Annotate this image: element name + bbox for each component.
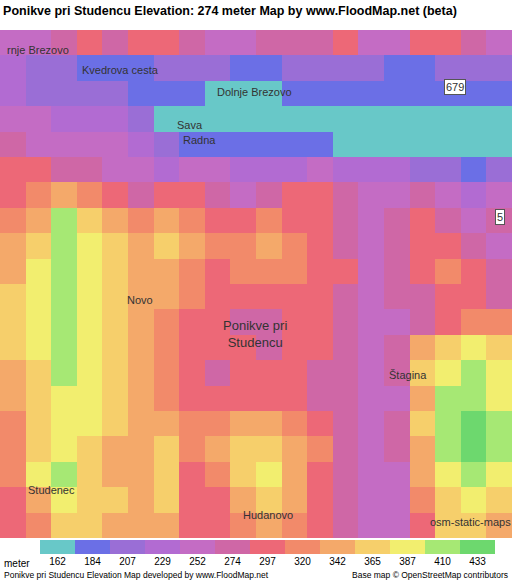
svg-text:207: 207 bbox=[119, 556, 136, 567]
svg-text:229: 229 bbox=[154, 556, 171, 567]
svg-text:meter: meter bbox=[4, 558, 30, 569]
svg-text:Ponikve pri Studencu Elevation: Ponikve pri Studencu Elevation Map devel… bbox=[4, 570, 269, 580]
svg-text:679: 679 bbox=[446, 81, 464, 93]
svg-text:252: 252 bbox=[189, 556, 206, 567]
svg-text:365: 365 bbox=[364, 556, 381, 567]
svg-text:Ponikve priStudencu: Ponikve priStudencu bbox=[223, 318, 287, 350]
svg-text:433: 433 bbox=[469, 556, 486, 567]
svg-text:osm-static-maps: osm-static-maps bbox=[430, 516, 511, 528]
svg-text:Štagina: Štagina bbox=[389, 369, 427, 381]
svg-text:387: 387 bbox=[399, 556, 416, 567]
svg-text:184: 184 bbox=[84, 556, 101, 567]
svg-text:Dolnje Brezovo: Dolnje Brezovo bbox=[217, 86, 292, 98]
svg-text:Radna: Radna bbox=[183, 134, 216, 146]
svg-text:Novo: Novo bbox=[127, 294, 153, 306]
svg-text:Kvedrova cesta: Kvedrova cesta bbox=[82, 64, 159, 76]
svg-text:Hudanovo: Hudanovo bbox=[243, 509, 293, 521]
svg-text:297: 297 bbox=[259, 556, 276, 567]
svg-text:410: 410 bbox=[434, 556, 451, 567]
svg-text:320: 320 bbox=[294, 556, 311, 567]
svg-text:Ponikve pri Studencu Elevation: Ponikve pri Studencu Elevation: 274 mete… bbox=[3, 4, 457, 18]
svg-text:Sava: Sava bbox=[177, 119, 203, 131]
svg-text:162: 162 bbox=[49, 556, 66, 567]
svg-text:274: 274 bbox=[224, 556, 241, 567]
svg-text:Studenec: Studenec bbox=[28, 484, 75, 496]
svg-text:rnje Brezovo: rnje Brezovo bbox=[7, 44, 69, 56]
svg-text:5: 5 bbox=[497, 211, 503, 223]
svg-text:Base map © OpenStreetMap contr: Base map © OpenStreetMap contributors bbox=[352, 570, 508, 580]
svg-text:342: 342 bbox=[329, 556, 346, 567]
